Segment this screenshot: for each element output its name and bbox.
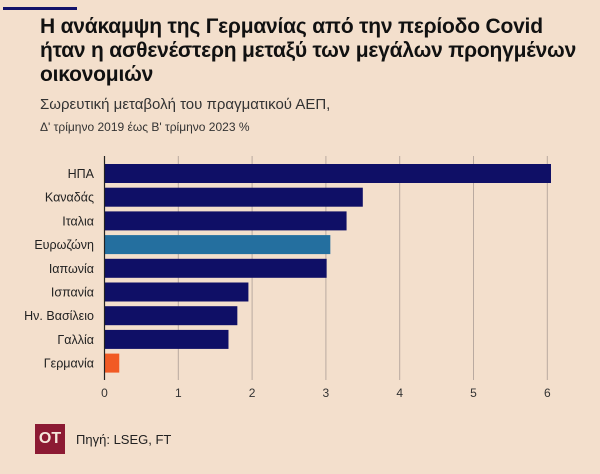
category-label: ΗΠΑ <box>68 167 95 181</box>
x-tick-label: 1 <box>175 386 182 400</box>
bar <box>104 235 331 255</box>
accent-line <box>3 7 77 10</box>
source-note: Πηγή: LSEG, FT <box>76 432 172 447</box>
x-tick-label: 4 <box>396 386 403 400</box>
x-tick-label: 3 <box>323 386 330 400</box>
bar <box>104 306 238 326</box>
category-label: Ιταλια <box>62 214 94 228</box>
bar <box>104 329 229 349</box>
category-label: Ην. Βασίλειο <box>24 309 94 323</box>
chart-subtitle-period: Δ' τρίμηνο 2019 έως Β' τρίμηνο 2023 % <box>40 120 250 134</box>
bar <box>104 211 347 231</box>
x-tick-label: 0 <box>101 386 108 400</box>
category-label: Γερμανία <box>44 357 94 371</box>
x-tick-label: 6 <box>544 386 551 400</box>
chart-title: Η ανάκαμψη της Γερμανίας από την περίοδο… <box>40 15 577 86</box>
category-label: Ισπανία <box>51 286 94 300</box>
bar <box>104 282 249 302</box>
x-tick-label: 2 <box>249 386 256 400</box>
x-tick-label: 5 <box>470 386 477 400</box>
ot-logo: OT <box>35 424 65 454</box>
bar <box>104 258 327 278</box>
category-label: Γαλλία <box>57 333 94 347</box>
bar <box>104 164 551 183</box>
chart-subtitle: Σωρευτική μεταβολή του πραγματικού ΑΕΠ, <box>40 96 331 113</box>
category-label: Ιαπωνία <box>49 262 94 276</box>
bar <box>104 353 120 373</box>
category-label: Καναδάς <box>45 191 94 205</box>
bar <box>104 187 363 207</box>
category-label: Ευρωζώνη <box>34 238 94 252</box>
